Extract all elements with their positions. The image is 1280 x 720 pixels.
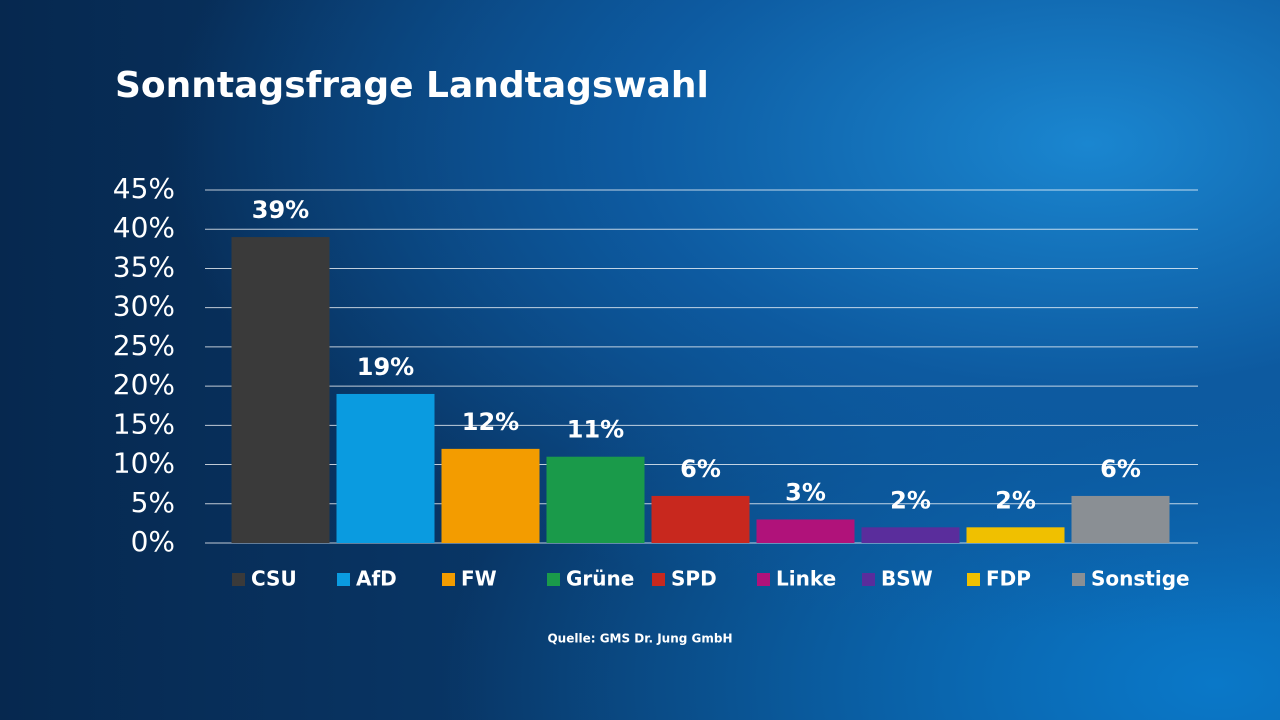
y-tick-label: 5%: [131, 486, 175, 519]
value-label: 19%: [357, 353, 414, 381]
source-note: Quelle: GMS Dr. Jung GmbH: [547, 632, 732, 646]
legend-label: Grüne: [566, 567, 634, 591]
chart-title: Sonntagsfrage Landtagswahl: [115, 65, 709, 106]
value-label: 2%: [890, 486, 931, 514]
y-tick-label: 10%: [113, 447, 175, 480]
bar: [651, 495, 750, 543]
legend-swatch: [652, 573, 665, 586]
y-tick-label: 20%: [113, 368, 175, 401]
legend-swatch: [232, 573, 245, 586]
legend-swatch: [337, 573, 350, 586]
legend-swatch: [757, 573, 770, 586]
bar: [336, 393, 435, 543]
legend-label: Linke: [776, 567, 836, 591]
value-label: 39%: [252, 196, 309, 224]
value-label: 12%: [462, 408, 519, 436]
y-tick-label: 15%: [113, 407, 175, 440]
legend-swatch: [967, 573, 980, 586]
value-label: 11%: [567, 416, 624, 444]
y-tick-label: 25%: [113, 329, 175, 362]
legend-label: CSU: [251, 567, 297, 591]
value-label: 6%: [1100, 455, 1141, 483]
bar: [441, 448, 540, 543]
legend-swatch: [862, 573, 875, 586]
y-tick-label: 45%: [113, 172, 175, 205]
y-tick-label: 30%: [113, 290, 175, 323]
legend-label: AfD: [356, 567, 397, 591]
y-tick-label: 35%: [113, 250, 175, 283]
bar: [1071, 495, 1170, 543]
value-label: 3%: [785, 478, 826, 506]
bar: [966, 527, 1065, 543]
legend-swatch: [547, 573, 560, 586]
legend-label: Sonstige: [1091, 567, 1190, 591]
y-tick-label: 0%: [131, 525, 175, 558]
bar: [231, 237, 330, 544]
legend-swatch: [442, 573, 455, 586]
legend-label: FW: [461, 567, 497, 591]
value-label: 6%: [680, 455, 721, 483]
value-label: 2%: [995, 486, 1036, 514]
legend-swatch: [1072, 573, 1085, 586]
bar: [861, 527, 960, 543]
legend-label: FDP: [986, 567, 1031, 591]
y-tick-label: 40%: [113, 211, 175, 244]
bar: [546, 456, 645, 543]
legend-label: SPD: [671, 567, 717, 591]
bar: [756, 519, 855, 543]
legend-label: BSW: [881, 567, 933, 591]
